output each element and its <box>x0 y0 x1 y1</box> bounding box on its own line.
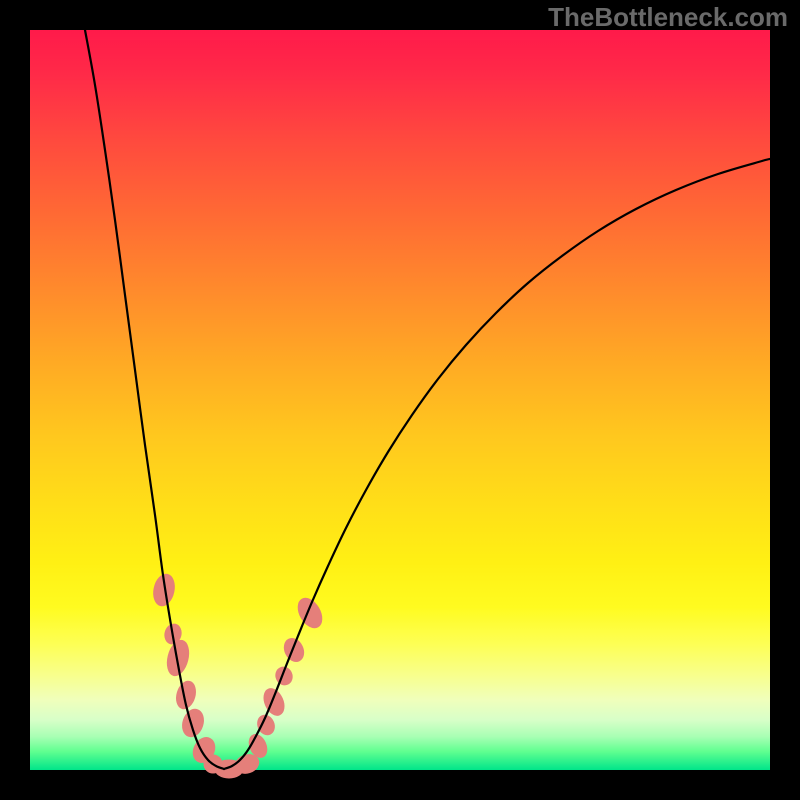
figure-root: TheBottleneck.com <box>0 0 800 800</box>
marker-group <box>151 572 327 778</box>
data-marker <box>293 594 326 632</box>
watermark-text: TheBottleneck.com <box>548 2 788 33</box>
data-marker <box>273 665 295 688</box>
data-marker <box>260 686 288 719</box>
plot-area <box>30 30 770 770</box>
data-marker <box>281 635 308 664</box>
chart-svg <box>0 0 800 800</box>
data-marker <box>164 638 192 678</box>
left-curve <box>85 30 224 769</box>
right-curve <box>224 159 770 769</box>
data-marker <box>179 707 207 740</box>
